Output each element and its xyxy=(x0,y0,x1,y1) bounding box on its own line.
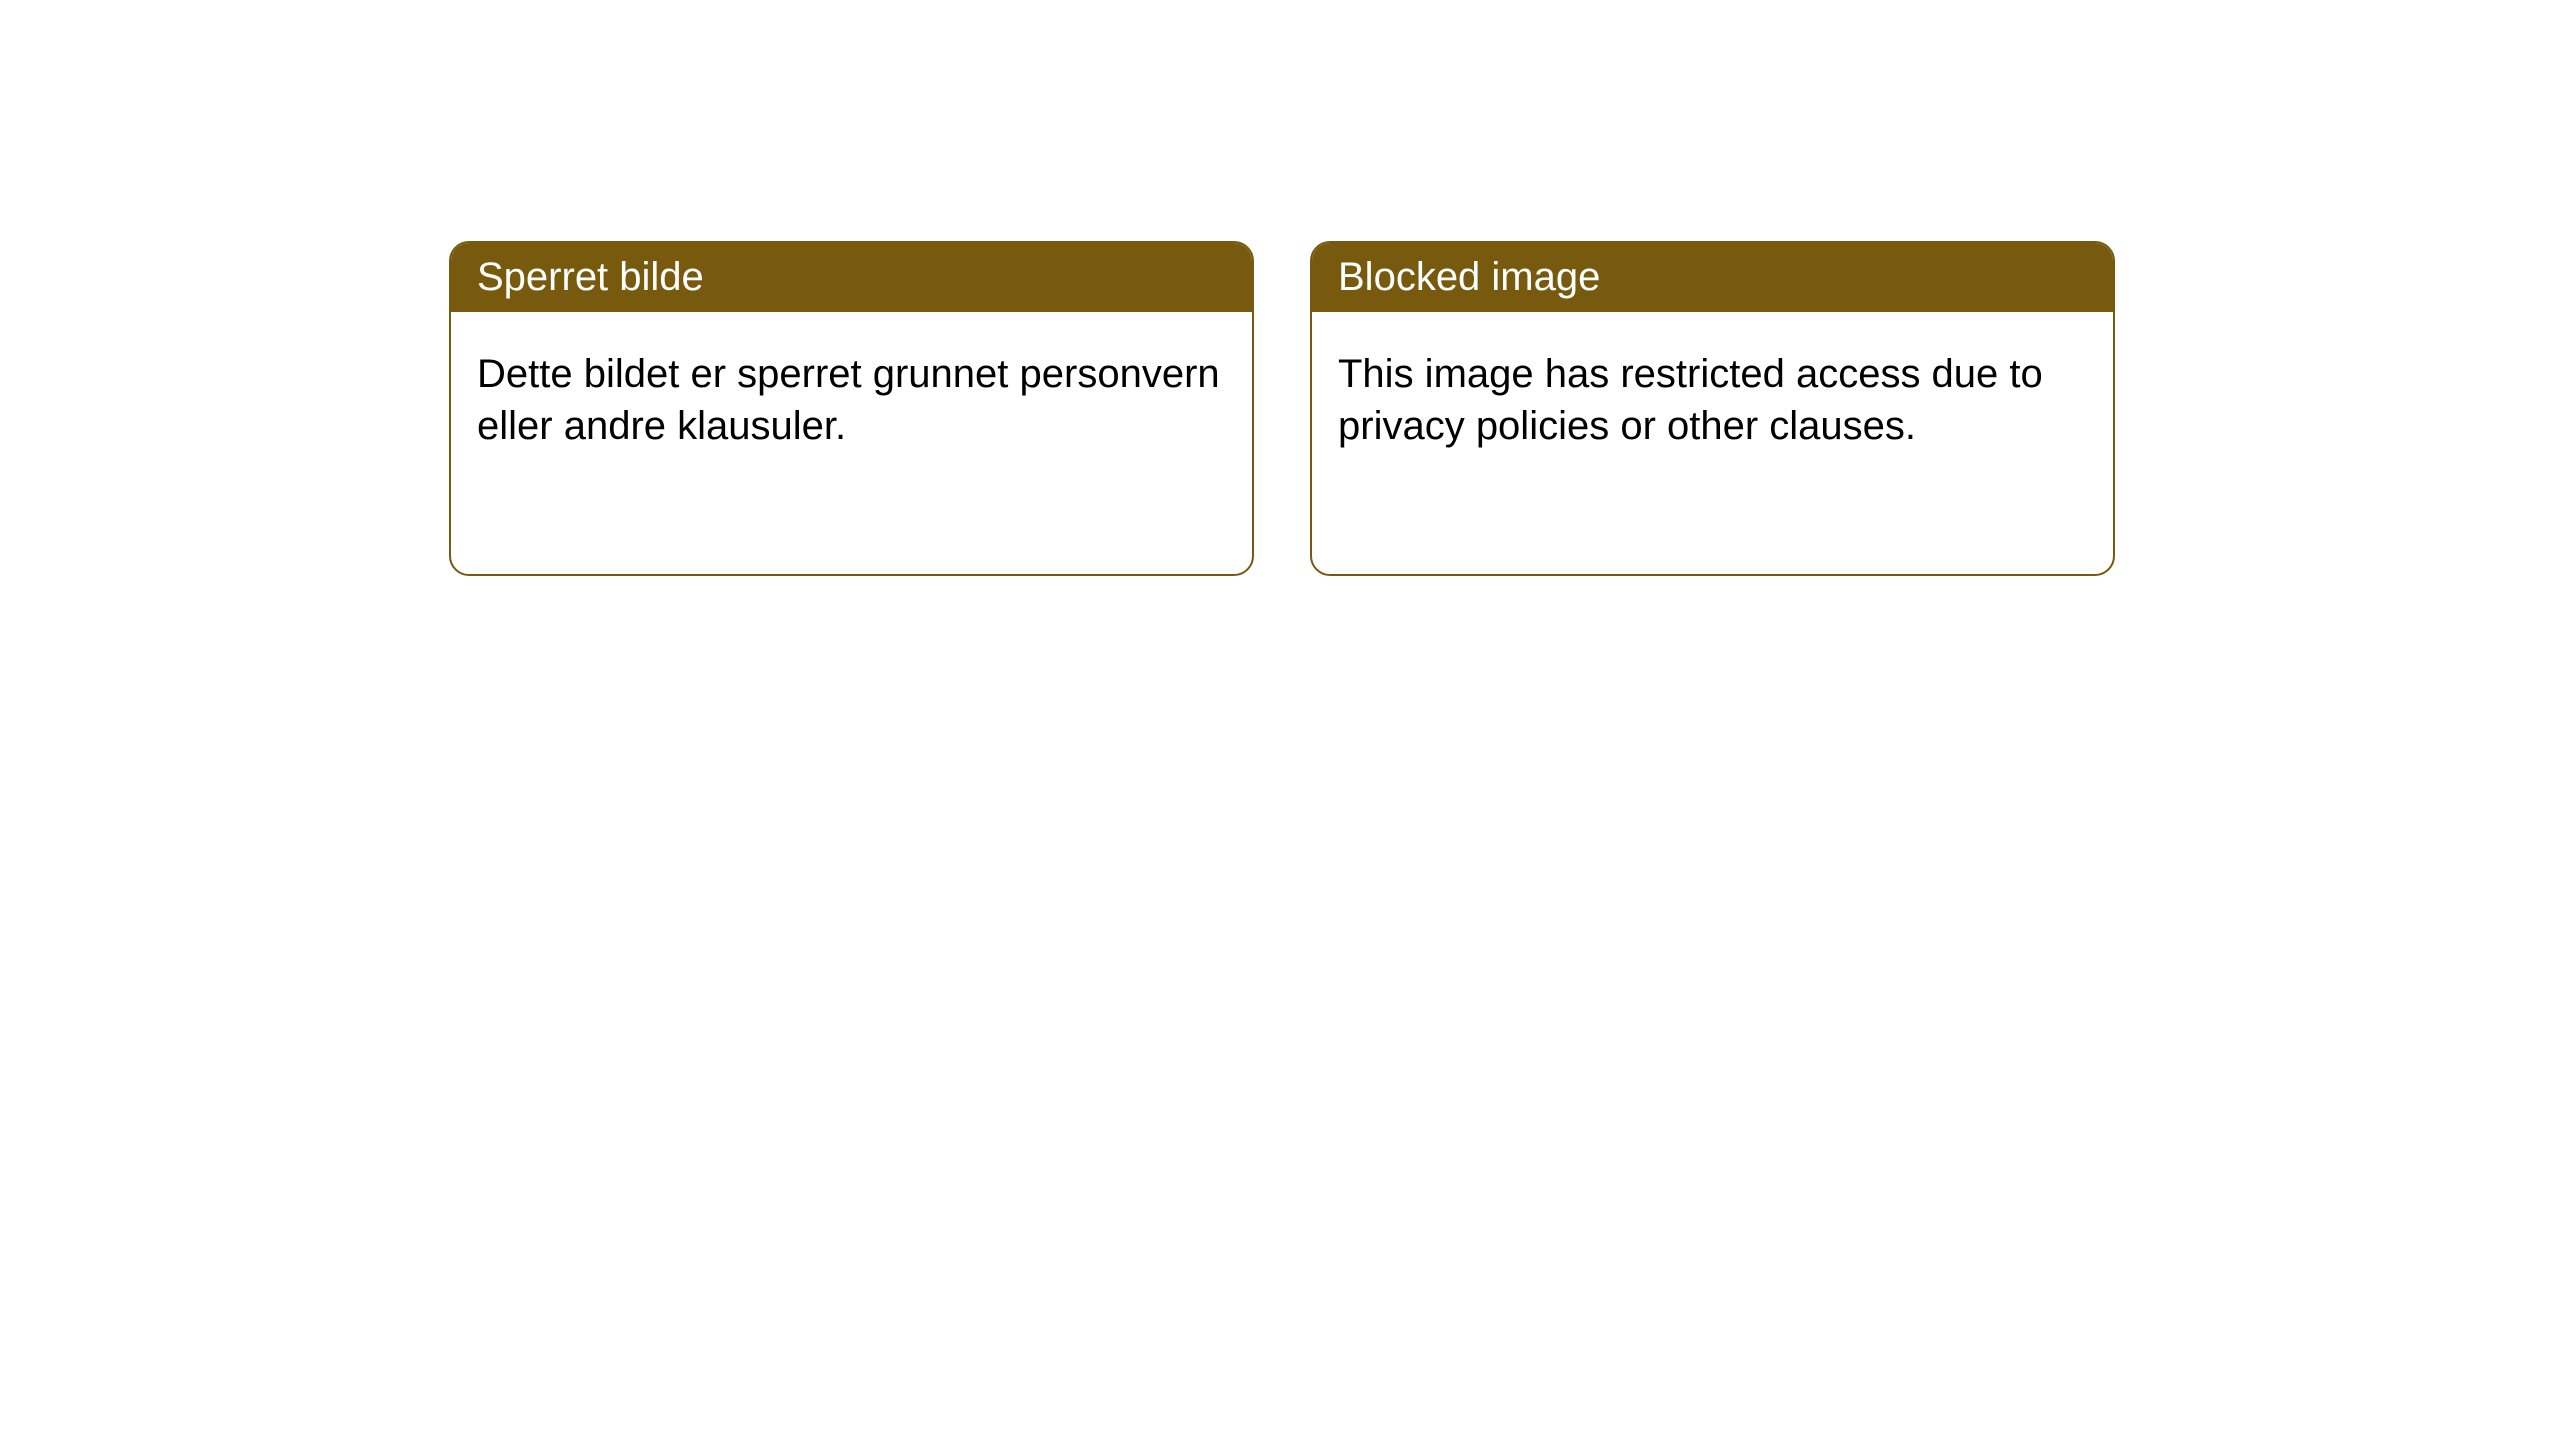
notice-card-norwegian: Sperret bilde Dette bildet er sperret gr… xyxy=(449,241,1254,576)
notice-container: Sperret bilde Dette bildet er sperret gr… xyxy=(0,0,2560,576)
notice-card-english: Blocked image This image has restricted … xyxy=(1310,241,2115,576)
notice-header: Blocked image xyxy=(1312,243,2113,312)
notice-body: Dette bildet er sperret grunnet personve… xyxy=(451,312,1252,488)
notice-title: Sperret bilde xyxy=(477,255,704,299)
notice-title: Blocked image xyxy=(1338,255,1600,299)
notice-header: Sperret bilde xyxy=(451,243,1252,312)
notice-message: This image has restricted access due to … xyxy=(1338,352,2043,448)
notice-body: This image has restricted access due to … xyxy=(1312,312,2113,488)
notice-message: Dette bildet er sperret grunnet personve… xyxy=(477,352,1220,448)
